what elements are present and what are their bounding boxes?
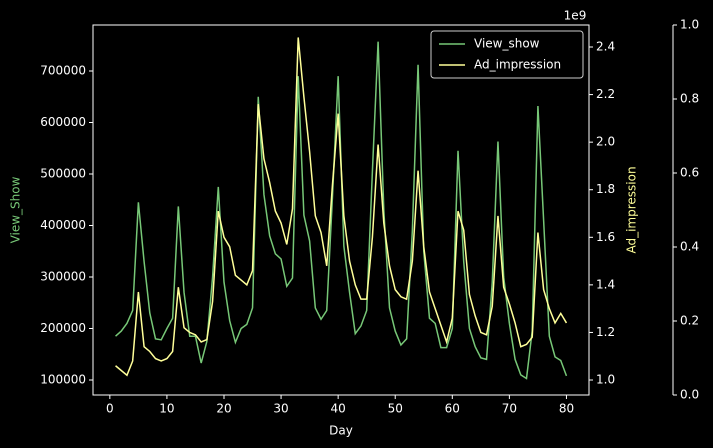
legend-label: View_show <box>474 37 540 51</box>
plot-frame <box>92 24 590 396</box>
y3ticks-label: 0.6 <box>680 166 699 180</box>
y2ticks-label: 1.2 <box>596 325 615 339</box>
x-tick-label: 10 <box>159 402 174 416</box>
series-line <box>115 37 568 377</box>
yticks-label: 700000 <box>40 63 86 77</box>
y2ticks-label: 2.4 <box>596 40 615 54</box>
yticks-label: 400000 <box>40 218 86 232</box>
y2ticks-label: 2.2 <box>596 87 615 101</box>
y3ticks-label: 0.0 <box>680 388 699 402</box>
y3ticks-label: 0.8 <box>680 92 699 106</box>
x-tick-label: 80 <box>559 402 574 416</box>
x-tick-label: 40 <box>331 402 346 416</box>
yticks-label: 300000 <box>40 270 86 284</box>
y2ticks-label: 1.0 <box>596 373 615 387</box>
yticks-label: 500000 <box>40 166 86 180</box>
x-tick-label: 70 <box>502 402 517 416</box>
y3ticks-label: 0.2 <box>680 314 699 328</box>
x-tick-label: 60 <box>445 402 460 416</box>
y2ticks-label: 1.4 <box>596 277 615 291</box>
y2ticks-label: 2.0 <box>596 135 615 149</box>
yticks-label: 100000 <box>40 373 86 387</box>
x-tick-label: 20 <box>216 402 231 416</box>
y3ticks-label: 1.0 <box>680 18 699 32</box>
x-tick-label: 0 <box>106 402 114 416</box>
y2ticks-label: 1.8 <box>596 182 615 196</box>
y3ticks-label: 0.4 <box>680 240 699 254</box>
series-line <box>115 41 568 380</box>
y2-axis-label: Ad_impression <box>625 166 639 253</box>
x-tick-label: 30 <box>273 402 288 416</box>
y-axis-label: View_Show <box>9 176 23 243</box>
y2-offset: 1e9 <box>564 9 587 23</box>
yticks-label: 200000 <box>40 321 86 335</box>
legend-box <box>430 30 584 79</box>
yticks-label: 600000 <box>40 115 86 129</box>
x-tick-label: 50 <box>388 402 403 416</box>
x-axis-label: Day <box>329 424 353 438</box>
y2ticks-label: 1.6 <box>596 230 615 244</box>
legend-label: Ad_impression <box>474 58 561 72</box>
